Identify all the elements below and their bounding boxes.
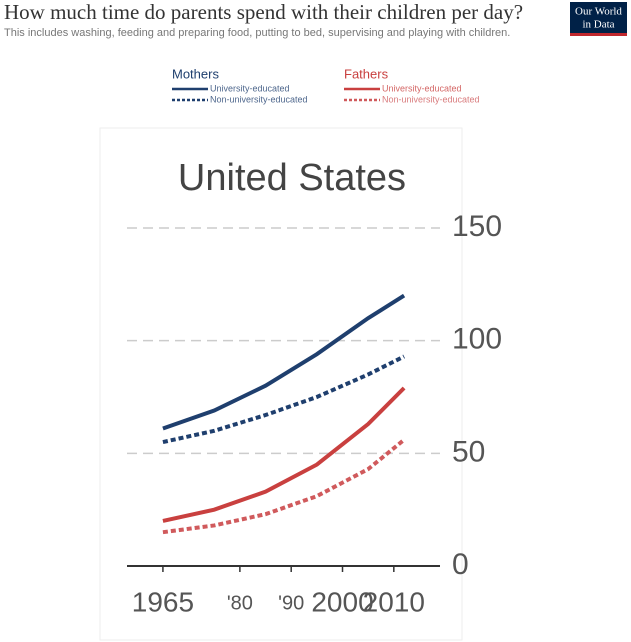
series-line — [162, 386, 406, 523]
logo-text: Our World — [575, 6, 622, 18]
legend-label: Non-university-educated — [382, 94, 480, 104]
x-tick-label: '80 — [227, 592, 253, 614]
y-tick-label: 100 — [452, 323, 502, 356]
logo-stripe — [570, 33, 627, 36]
panel-title: United States — [178, 157, 406, 199]
legend-label: Non-university-educated — [210, 94, 308, 104]
y-tick-label: 150 — [452, 210, 502, 243]
x-tick-label: 2000 — [311, 586, 373, 617]
y-tick-label: 50 — [452, 435, 485, 468]
logo — [570, 2, 627, 36]
x-tick-label: '90 — [278, 592, 304, 614]
legend-group: Fathers — [344, 66, 389, 81]
series-line — [162, 293, 406, 431]
legend-group: Mothers — [172, 66, 219, 81]
chart-title: How much time do parents spend with thei… — [4, 0, 523, 24]
x-tick-label: 2010 — [363, 586, 425, 617]
logo-text: in Data — [582, 19, 614, 31]
x-tick-label: 1965 — [132, 586, 194, 617]
series-line — [162, 354, 405, 445]
y-tick-label: 0 — [452, 548, 469, 581]
legend-label: University-educated — [382, 83, 462, 93]
chart-subtitle: This includes washing, feeding and prepa… — [4, 27, 510, 39]
panel — [99, 127, 463, 641]
legend-label: University-educated — [210, 83, 290, 93]
series-line — [162, 438, 406, 535]
